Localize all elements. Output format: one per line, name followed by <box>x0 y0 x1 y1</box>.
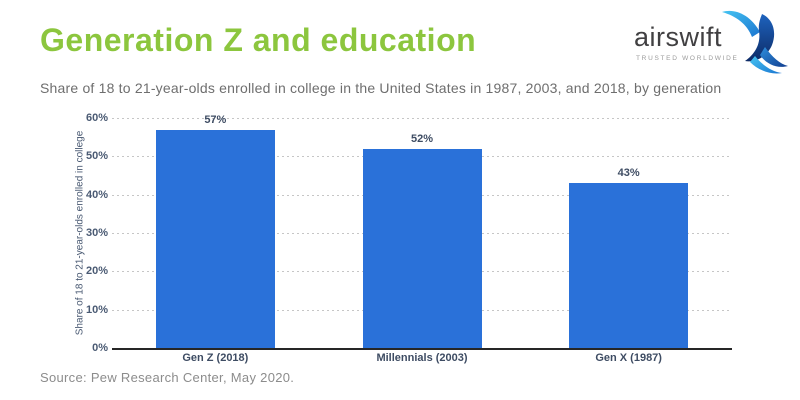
y-tick-label: 50% <box>85 150 108 163</box>
logo-tagline: TRUSTED WORLDWIDE <box>636 55 739 62</box>
page-title: Generation Z and education <box>40 22 477 58</box>
y-tick-label: 30% <box>85 227 108 239</box>
y-tick-label: 40% <box>85 188 108 201</box>
gridline-60% <box>112 118 732 119</box>
y-tick-label: 0% <box>92 342 108 354</box>
bar-Gen Z (2018) <box>155 129 275 348</box>
bar-value-label: 43% <box>617 167 640 180</box>
swift-bird-icon <box>722 10 788 74</box>
y-tick-label: 10% <box>85 303 108 316</box>
y-axis: 0% 10% 20% 30% 40% 50% 60% <box>0 112 108 354</box>
plot-area: 57% 52% 43% <box>112 114 732 350</box>
bar-value-label: 52% <box>410 132 434 145</box>
chart-subtitle: Share of 18 to 21-year-olds enrolled in … <box>40 80 722 96</box>
x-tick-label: Gen Z (2018) <box>182 352 249 364</box>
x-tick-label: Millennials (2003) <box>376 352 468 364</box>
y-tick-label: 20% <box>85 265 108 278</box>
airswift-logo: airswift TRUSTED WORLDWIDE <box>634 10 788 74</box>
bar-value-label: 57% <box>204 113 227 126</box>
x-tick-label: Gen X (1987) <box>595 352 662 364</box>
bar-Millennials (2003) <box>362 148 482 348</box>
source-note: Source: Pew Research Center, May 2020. <box>40 370 295 385</box>
bar-Gen X (1987) <box>569 183 689 348</box>
y-tick-label: 60% <box>85 112 108 124</box>
x-axis: Gen Z (2018) Millennials (2003) Gen X (198… <box>112 352 732 368</box>
logo-wordmark: airswift <box>634 22 723 52</box>
